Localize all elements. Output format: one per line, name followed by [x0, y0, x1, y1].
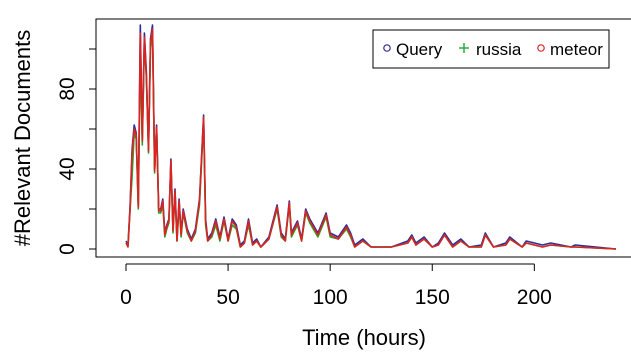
series-layer: [125, 24, 617, 250]
x-tick-label: 200: [517, 286, 552, 309]
legend-label-meteor: meteor: [550, 40, 603, 59]
legend-marker-meteor: [537, 44, 545, 52]
y-tick-label: 0: [56, 243, 79, 255]
x-axis-label: Time (hours): [302, 325, 426, 350]
x-tick-label: 100: [313, 286, 348, 309]
y-axis-label: #Relevant Documents: [10, 30, 35, 246]
y-tick-label: 40: [56, 157, 79, 180]
legend-label-query: Query: [396, 40, 443, 59]
y-axis: 0 40 80: [56, 48, 97, 255]
series-line-meteor: [125, 28, 617, 250]
legend-label-russia: russia: [476, 40, 522, 59]
legend: Query russia meteor: [372, 29, 610, 69]
x-tick-label: 150: [415, 286, 450, 309]
legend-marker-query: [383, 44, 391, 52]
x-axis: 0 50 100 150 200: [120, 263, 552, 309]
y-tick-label: 80: [56, 77, 79, 100]
legend-box: [372, 29, 610, 69]
x-tick-label: 0: [120, 286, 132, 309]
x-tick-label: 50: [216, 286, 239, 309]
